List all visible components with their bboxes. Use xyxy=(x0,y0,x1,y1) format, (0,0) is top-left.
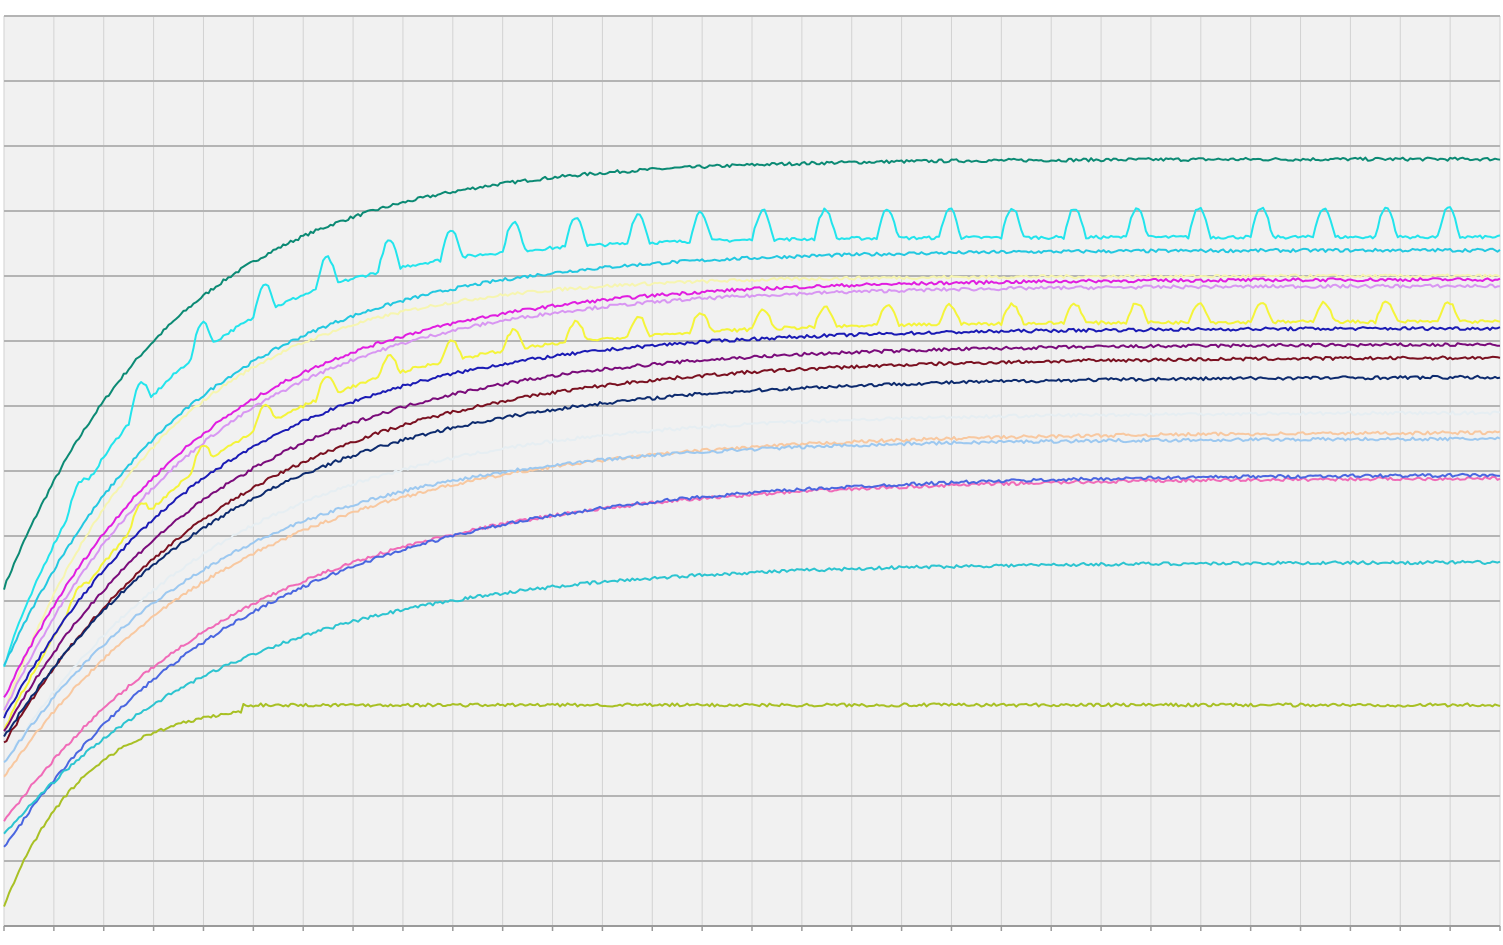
series-line-7 xyxy=(3,300,1501,732)
series-layer xyxy=(3,156,1501,907)
series-line-18 xyxy=(3,702,1501,907)
series-line-6 xyxy=(3,283,1501,711)
series-line-10 xyxy=(3,355,1501,744)
series-line-14 xyxy=(3,436,1501,764)
series-line-1 xyxy=(3,156,1501,590)
series-line-3 xyxy=(3,247,1501,667)
x-axis-ticks xyxy=(3,925,1501,931)
series-line-11 xyxy=(3,374,1501,737)
series-line-2 xyxy=(3,206,1501,668)
series-line-4 xyxy=(3,273,1501,713)
series-line-12 xyxy=(3,410,1501,764)
series-line-16 xyxy=(3,472,1501,848)
series-line-5 xyxy=(3,277,1501,698)
series-line-8 xyxy=(3,326,1501,719)
series-line-9 xyxy=(3,342,1501,732)
series-line-17 xyxy=(3,559,1501,835)
series-line-13 xyxy=(3,430,1501,778)
